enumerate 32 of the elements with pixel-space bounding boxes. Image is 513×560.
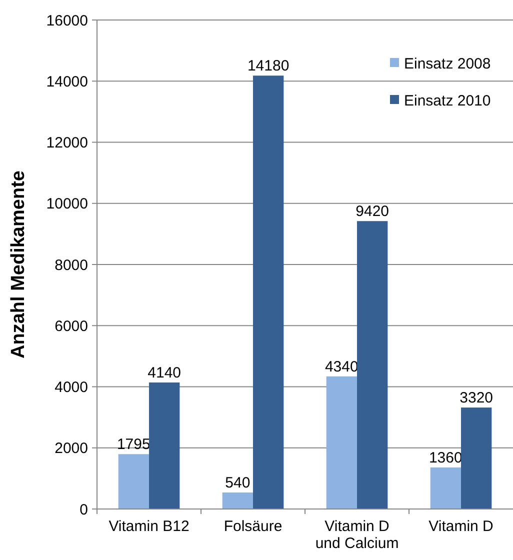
y-tick-label: 14000 [46, 73, 88, 90]
y-tick-label: 8000 [54, 256, 88, 274]
bar [118, 454, 149, 509]
y-tick-label: 10000 [46, 196, 88, 213]
bar [222, 492, 253, 509]
legend-label: Einsatz 2010 [404, 92, 491, 110]
y-tick-label: 16000 [46, 12, 88, 30]
bar [357, 221, 388, 509]
legend-label: Einsatz 2008 [404, 55, 491, 72]
x-tick-label: Vitamin D [428, 518, 494, 535]
y-tick-label: 2000 [54, 440, 88, 458]
y-tick-label: 0 [80, 501, 88, 518]
x-tick-label: Vitamin B12 [108, 518, 190, 535]
data-label: 3320 [460, 390, 494, 407]
y-tick-label: 4000 [54, 379, 88, 396]
bar [149, 382, 180, 509]
data-label: 4140 [148, 364, 182, 382]
x-tick-label: Vitamin D und Calcium [315, 518, 399, 552]
data-label: 4340 [324, 358, 358, 376]
y-tick-label: 12000 [46, 134, 88, 152]
bar [253, 76, 284, 509]
bar [461, 408, 492, 509]
data-label: 1360 [428, 449, 462, 466]
y-tick-label: 6000 [54, 318, 88, 335]
x-tick-label: Folsäure [224, 518, 282, 535]
data-label: 540 [225, 474, 250, 492]
data-label: 14180 [247, 58, 290, 75]
data-label: 9420 [356, 203, 390, 220]
bar [430, 467, 461, 509]
y-axis-title: Anzahl Medikamente [8, 170, 29, 358]
data-label: 1795 [116, 436, 150, 454]
bar [326, 376, 357, 509]
